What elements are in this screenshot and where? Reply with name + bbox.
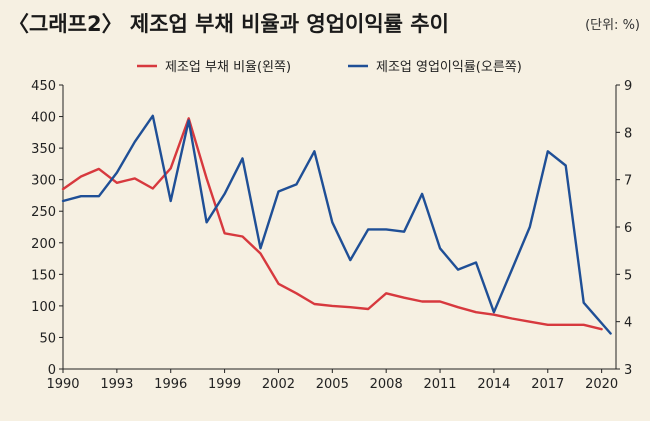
- legend-layer: 제조업 부채 비율(왼쪽) 제조업 영업이익률(오른쪽): [137, 60, 522, 75]
- x-tick-label: 2017: [531, 377, 564, 392]
- y-right-tick-label: 9: [624, 79, 632, 94]
- chart-title: 〈그래프2〉 제조업 부채 비율과 영업이익률 추이: [8, 12, 449, 36]
- y-left-tick-label: 450: [31, 79, 56, 94]
- x-tick-label: 1999: [208, 377, 241, 392]
- operating-margin-line: [61, 114, 612, 335]
- y-right-tick-label: 4: [624, 316, 632, 331]
- legend-label: 제조업 영업이익률(오른쪽): [376, 60, 522, 75]
- legend-label: 제조업 부채 비율(왼쪽): [165, 60, 291, 75]
- y-left-tick-label: 200: [31, 237, 56, 252]
- y-right-tick-label: 8: [624, 126, 632, 141]
- debt-ratio-line: [61, 117, 603, 331]
- x-tick-label: 2002: [262, 377, 295, 392]
- y-right-tick-label: 5: [624, 268, 632, 283]
- x-tick-label: 1996: [154, 377, 187, 392]
- y-left-tick-label: 250: [31, 205, 56, 220]
- unit-label: (단위: %): [585, 18, 640, 33]
- y-left-tick-label: 50: [39, 331, 56, 346]
- y-left-tick-label: 300: [31, 174, 56, 189]
- y-right-tick-label: 3: [624, 363, 632, 378]
- y-left-tick-label: 400: [31, 111, 56, 126]
- y-left-tick-label: 350: [31, 142, 56, 157]
- y-left-tick-label: 0: [48, 363, 56, 378]
- axes-layer: 0 50 100 150 200 250 300 350 400 450 3 4 5 6 7 8 9 1990 19…: [31, 79, 632, 392]
- y-left-tick-label: 150: [31, 268, 56, 283]
- x-tick-label: 1993: [100, 377, 133, 392]
- x-tick-label: 2014: [477, 377, 510, 392]
- x-tick-label: 2005: [316, 377, 349, 392]
- y-right-tick-label: 7: [624, 174, 632, 189]
- x-tick-label: 1990: [46, 377, 79, 392]
- y-right-tick-label: 6: [624, 221, 632, 236]
- y-left-tick-label: 100: [31, 300, 56, 315]
- x-tick-label: 2020: [585, 377, 618, 392]
- lines-layer: [61, 114, 612, 335]
- x-tick-label: 2011: [423, 377, 456, 392]
- x-tick-label: 2008: [370, 377, 403, 392]
